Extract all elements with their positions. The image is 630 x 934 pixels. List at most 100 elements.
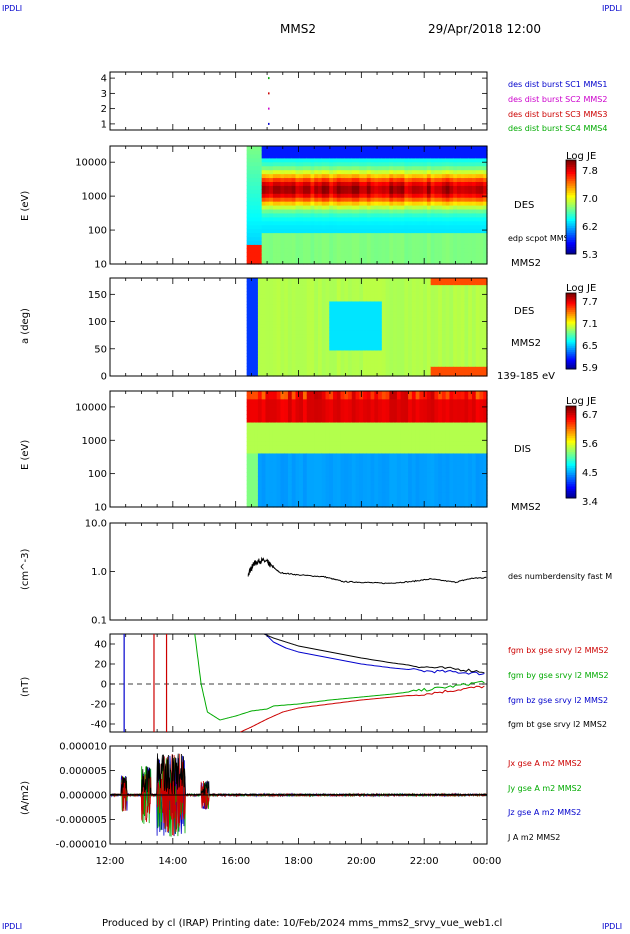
spectrogram-cell (419, 153, 424, 159)
spectrogram-cell (385, 317, 390, 322)
spectrogram-cell (415, 369, 421, 374)
spectrogram-cell (344, 294, 349, 299)
spectrogram-cell (404, 220, 409, 226)
spectrogram-cell (340, 359, 345, 364)
spectrogram-cell (344, 410, 349, 415)
spectrogram-cell (370, 216, 375, 222)
spectrogram-cell (385, 181, 390, 186)
spectrogram-cell (430, 291, 436, 295)
spectrogram-cell (291, 287, 297, 292)
spectrogram-cell (483, 333, 488, 338)
cb1-tick: 5.3 (582, 250, 598, 261)
spectrogram-cell (314, 421, 319, 427)
spectrogram-cell (272, 201, 278, 206)
spectrogram-cell (378, 499, 383, 504)
spectrogram-cell (321, 185, 327, 190)
spectrogram-cell (430, 320, 436, 325)
spectrogram-cell (434, 236, 439, 241)
spectrogram-cell (396, 173, 402, 179)
spectrogram-cell (272, 197, 278, 202)
spectrogram-cell (374, 208, 379, 214)
spectrogram-cell (363, 398, 368, 404)
spectrogram-cell (456, 330, 462, 335)
spectrogram-cell (366, 313, 372, 318)
spectrogram-cell (363, 349, 368, 354)
spectrogram-cell (306, 437, 312, 442)
spectrogram-cell (351, 372, 357, 377)
spectrogram-cell (336, 330, 342, 335)
spectrogram-cell (302, 499, 308, 504)
spectrogram-cell (438, 278, 443, 282)
spectrogram-cell (261, 340, 267, 344)
spectrogram-cell (468, 287, 473, 292)
spectrogram-cell (272, 499, 278, 504)
spectrogram-cell (441, 177, 447, 182)
spectrogram-cell (284, 208, 289, 214)
spectrogram-cell (445, 177, 451, 182)
spectrogram-cell (400, 216, 405, 222)
spectrogram-cell (299, 197, 304, 202)
spectrogram-cell (306, 449, 312, 454)
spectrogram-cell (483, 197, 488, 202)
spectrogram-cell (400, 173, 405, 179)
spectrogram-cell (325, 464, 330, 469)
spectrogram-cell (329, 414, 334, 419)
spectrogram-cell (295, 193, 300, 198)
spectrogram-cell (411, 244, 417, 249)
spectrogram-cell (374, 418, 379, 423)
spectrogram-cell (280, 185, 285, 190)
spectrogram-cell (284, 464, 289, 469)
spectrogram-cell (257, 418, 263, 423)
spectrogram-cell (423, 157, 428, 163)
spectrogram-cell (389, 300, 394, 305)
spectrogram-cell (287, 232, 293, 238)
spectrogram-cell (423, 343, 428, 348)
spectrogram-cell (272, 369, 278, 374)
spectrogram-cell (348, 236, 353, 241)
spectrogram-cell (276, 177, 282, 182)
spectrogram-cell (254, 460, 259, 466)
spectrogram-cell (411, 369, 417, 374)
spectrogram-cell (374, 479, 379, 485)
spectrogram-cell (333, 479, 338, 485)
spectrogram-cell (389, 224, 394, 230)
spectrogram-cell (385, 220, 390, 226)
spectrogram-cell (374, 157, 379, 163)
spectrogram-cell (333, 232, 338, 238)
spectrogram-cell (284, 212, 289, 218)
spectrogram-cell (287, 310, 293, 315)
spectrogram-cell (344, 349, 349, 354)
spectrogram-cell (400, 294, 405, 299)
spectrogram-cell (378, 300, 383, 305)
spectrogram-cell (272, 483, 278, 489)
spectrogram-cell (250, 499, 255, 504)
spectrogram-cell (355, 433, 360, 438)
spectrogram-cell (280, 256, 285, 261)
spectrogram-cell (280, 429, 285, 435)
spectrogram-cell (336, 452, 342, 458)
spectrogram-cell (460, 228, 466, 234)
spectrogram-cell (310, 449, 315, 454)
spectrogram-cell (441, 208, 447, 214)
spectrogram-cell (381, 418, 387, 423)
spectrogram-cell (393, 366, 398, 371)
spectrogram-cell (411, 340, 417, 344)
spectrogram-cell (276, 313, 282, 318)
spectrogram-cell (321, 402, 327, 408)
spectrogram-cell (276, 366, 282, 371)
spectrogram-cell (389, 346, 394, 351)
spectrogram-cell (378, 224, 383, 230)
spectrogram-cell (374, 169, 379, 175)
spectrogram-cell (434, 297, 439, 302)
spectrogram-cell (366, 185, 372, 190)
spectrogram-cell (479, 220, 484, 226)
spectrogram-cell (321, 208, 327, 214)
spectrogram-cell (449, 346, 454, 351)
spectrogram-cell (464, 181, 469, 186)
spectrogram-cell (438, 236, 443, 241)
spectrogram-cell (438, 307, 443, 312)
spectrogram-cell (363, 366, 368, 371)
spectrogram-cell (400, 356, 405, 361)
spectrogram-cell (325, 359, 330, 364)
spectrogram-cell (265, 153, 270, 159)
